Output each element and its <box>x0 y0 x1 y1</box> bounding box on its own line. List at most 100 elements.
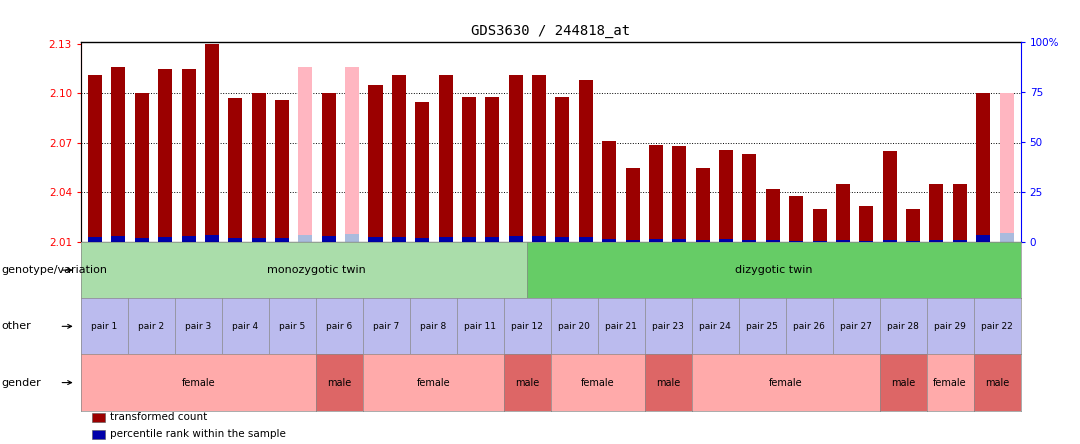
Text: female: female <box>181 377 215 388</box>
Bar <box>346 234 360 242</box>
Bar <box>555 97 569 242</box>
Bar <box>860 241 874 242</box>
Bar <box>836 240 850 242</box>
Bar <box>438 75 453 242</box>
Bar <box>485 237 499 242</box>
Bar <box>649 239 663 242</box>
Bar <box>87 237 102 242</box>
Text: genotype/variation: genotype/variation <box>1 265 107 275</box>
Bar <box>579 237 593 242</box>
Text: transformed count: transformed count <box>110 412 207 422</box>
Text: pair 28: pair 28 <box>887 322 919 331</box>
Text: pair 4: pair 4 <box>232 322 258 331</box>
Text: female: female <box>417 377 450 388</box>
Bar <box>603 141 617 242</box>
Bar <box>392 237 406 242</box>
Text: male: male <box>891 377 915 388</box>
Text: female: female <box>581 377 615 388</box>
Bar <box>322 236 336 242</box>
Bar <box>509 75 523 242</box>
Bar <box>87 75 102 242</box>
Bar <box>673 146 687 242</box>
Bar <box>812 241 826 242</box>
Bar <box>181 69 195 242</box>
Text: pair 26: pair 26 <box>793 322 825 331</box>
Bar <box>532 236 546 242</box>
Bar <box>111 236 125 242</box>
Bar <box>625 239 639 242</box>
Text: pair 29: pair 29 <box>934 322 967 331</box>
Text: pair 25: pair 25 <box>746 322 779 331</box>
Text: pair 7: pair 7 <box>374 322 400 331</box>
Bar <box>882 240 896 242</box>
Text: dizygotic twin: dizygotic twin <box>735 265 813 275</box>
Bar <box>392 75 406 242</box>
Bar <box>346 67 360 242</box>
Bar <box>789 196 804 242</box>
Bar <box>509 237 523 242</box>
Text: other: other <box>1 321 31 331</box>
Bar <box>485 97 499 242</box>
Text: pair 2: pair 2 <box>138 322 164 331</box>
Bar <box>906 241 920 242</box>
Bar <box>766 241 780 242</box>
Text: male: male <box>327 377 351 388</box>
Text: male: male <box>657 377 680 388</box>
Bar <box>205 235 219 242</box>
Bar <box>976 93 990 242</box>
Bar <box>625 168 639 242</box>
Text: pair 21: pair 21 <box>605 322 637 331</box>
Text: pair 23: pair 23 <box>652 322 685 331</box>
Bar <box>462 238 476 242</box>
Bar <box>298 67 312 242</box>
Text: pair 27: pair 27 <box>840 322 873 331</box>
Bar <box>976 235 990 242</box>
Text: gender: gender <box>1 377 41 388</box>
Text: male: male <box>985 377 1009 388</box>
Bar <box>860 206 874 242</box>
Bar <box>953 184 967 242</box>
Bar <box>882 151 896 242</box>
Bar <box>579 80 593 242</box>
Bar <box>742 155 756 242</box>
Text: pair 20: pair 20 <box>558 322 591 331</box>
Bar <box>415 238 429 242</box>
Bar <box>322 93 336 242</box>
Text: pair 24: pair 24 <box>700 322 731 331</box>
Text: pair 8: pair 8 <box>420 322 446 331</box>
Bar <box>649 145 663 242</box>
Text: pair 12: pair 12 <box>511 322 543 331</box>
Bar <box>1000 93 1014 242</box>
Bar <box>298 234 312 242</box>
Bar <box>1000 233 1014 242</box>
Bar <box>696 168 710 242</box>
Bar <box>368 85 382 242</box>
Bar <box>719 239 733 242</box>
Bar <box>673 239 687 242</box>
Bar <box>742 240 756 242</box>
Bar <box>275 238 289 242</box>
Text: female: female <box>933 377 967 388</box>
Bar <box>930 240 944 242</box>
Bar <box>228 98 242 242</box>
Text: pair 5: pair 5 <box>280 322 306 331</box>
Text: GDS3630 / 244818_at: GDS3630 / 244818_at <box>471 24 631 38</box>
Text: pair 22: pair 22 <box>982 322 1013 331</box>
Bar <box>789 241 804 242</box>
Bar <box>252 93 266 242</box>
Text: pair 6: pair 6 <box>326 322 352 331</box>
Bar <box>696 240 710 242</box>
Bar <box>135 93 149 242</box>
Bar <box>275 100 289 242</box>
Text: pair 11: pair 11 <box>464 322 497 331</box>
Text: female: female <box>769 377 802 388</box>
Text: pair 3: pair 3 <box>186 322 212 331</box>
Bar <box>368 237 382 242</box>
Bar <box>135 238 149 242</box>
Bar <box>532 75 546 242</box>
Bar <box>252 238 266 242</box>
Bar <box>228 238 242 242</box>
Bar <box>111 67 125 242</box>
Text: percentile rank within the sample: percentile rank within the sample <box>110 429 286 439</box>
Bar <box>158 69 172 242</box>
